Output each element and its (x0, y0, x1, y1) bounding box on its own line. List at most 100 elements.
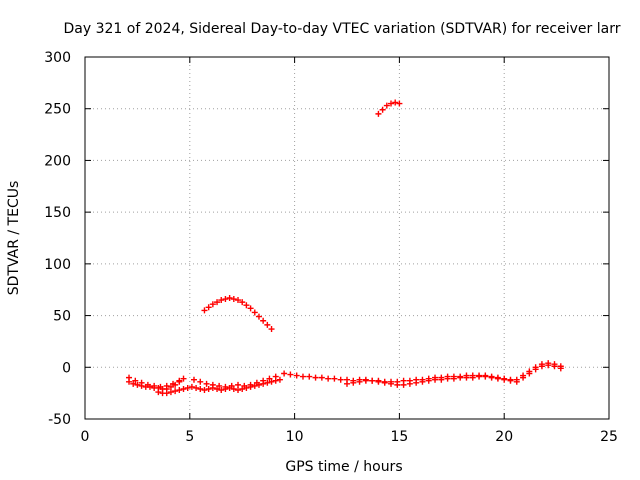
y-tick-label: 250 (44, 102, 71, 118)
series-points (126, 374, 183, 390)
y-tick-label: 100 (44, 257, 71, 273)
data-point (394, 381, 401, 388)
data-point (251, 382, 258, 389)
data-point (134, 381, 141, 388)
data-point (312, 374, 319, 381)
axis-ticks (84, 56, 610, 420)
data-point (176, 387, 183, 394)
data-point (293, 372, 300, 379)
data-point (209, 301, 216, 308)
data-point (432, 376, 439, 383)
data-point (482, 373, 489, 380)
data-point (144, 381, 151, 388)
grid-lines (85, 57, 609, 419)
data-point (151, 382, 158, 389)
data-point (299, 373, 306, 380)
data-point (268, 326, 275, 333)
data-point (381, 379, 388, 386)
data-point (268, 378, 275, 385)
data-point (235, 297, 242, 304)
data-point (287, 371, 294, 378)
y-tick-label: 200 (44, 153, 71, 169)
data-point (318, 374, 325, 381)
data-point (203, 380, 210, 387)
data-point (507, 377, 514, 384)
data-point (235, 387, 242, 394)
data-point (276, 376, 283, 383)
x-tick-labels: 0 5 10 15 20 25 (81, 429, 618, 445)
data-point (167, 383, 174, 390)
data-point (214, 299, 221, 306)
data-point (230, 296, 237, 303)
data-point (356, 378, 363, 385)
chart-title: Day 321 of 2024, Sidereal Day-to-day VTE… (64, 21, 621, 37)
data-point (251, 309, 258, 316)
data-point (379, 106, 386, 113)
data-point (197, 386, 204, 393)
data-point (463, 374, 470, 381)
data-point (538, 363, 545, 370)
data-point (419, 378, 426, 385)
data-point (344, 380, 350, 387)
data-point (520, 374, 527, 381)
data-points (126, 99, 564, 397)
data-point (138, 379, 145, 386)
data-point (375, 110, 382, 117)
x-tick-label: 15 (390, 429, 408, 445)
data-point (130, 380, 137, 387)
data-point (228, 382, 235, 389)
series-points (375, 99, 403, 117)
data-point (388, 380, 395, 387)
x-tick-label: 20 (495, 429, 513, 445)
data-point (476, 373, 483, 380)
data-point (176, 377, 183, 384)
data-point (247, 305, 254, 312)
y-tick-label: 150 (44, 205, 71, 221)
data-point (239, 299, 246, 306)
data-point (557, 365, 564, 372)
data-point (400, 381, 407, 388)
x-axis-label: GPS time / hours (285, 459, 402, 475)
x-tick-label: 10 (286, 429, 304, 445)
data-point (350, 379, 357, 386)
y-tick-label: -50 (48, 412, 71, 428)
x-tick-label: 0 (81, 429, 90, 445)
y-tick-label: 300 (44, 50, 71, 66)
data-point (264, 321, 271, 328)
data-point (260, 377, 267, 384)
data-point (163, 390, 170, 397)
data-point (172, 388, 179, 395)
data-point (457, 374, 464, 381)
data-point (170, 380, 177, 387)
data-point (205, 304, 212, 311)
data-point (488, 374, 495, 381)
data-point (190, 376, 197, 383)
data-point (201, 387, 208, 394)
data-point (438, 376, 445, 383)
data-point (193, 384, 200, 391)
data-point (513, 378, 520, 385)
data-point (532, 366, 539, 373)
data-point (209, 381, 216, 388)
data-point (272, 373, 279, 380)
data-point (163, 382, 170, 389)
data-point (218, 297, 225, 304)
data-point (396, 100, 403, 107)
data-point (197, 378, 204, 385)
data-point (281, 370, 288, 377)
data-point (469, 374, 476, 381)
data-point (362, 377, 369, 384)
data-point (243, 302, 250, 309)
data-point (230, 386, 237, 393)
data-point (444, 375, 451, 382)
data-point (239, 386, 246, 393)
data-point (306, 373, 313, 380)
data-point (126, 374, 133, 381)
data-point (180, 375, 187, 382)
series-points (190, 373, 279, 390)
y-tick-labels: -50 0 50 100 150 200 250 300 (44, 50, 71, 428)
data-point (157, 383, 164, 390)
data-point (325, 375, 332, 382)
data-point (260, 317, 267, 324)
